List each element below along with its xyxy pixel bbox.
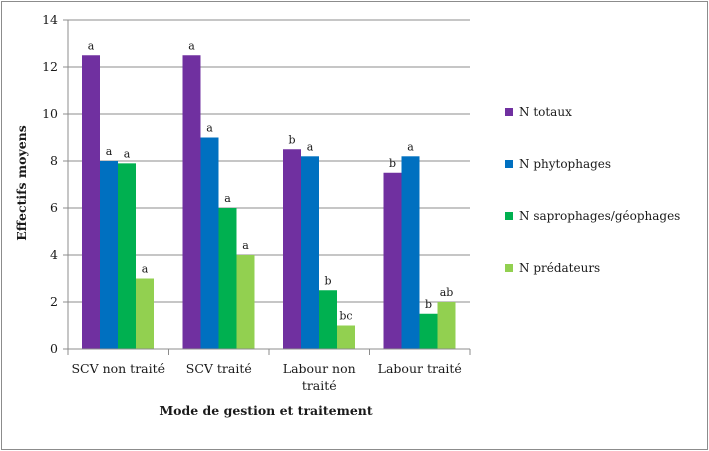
bar (337, 325, 355, 349)
bar-significance-label: a (224, 192, 231, 205)
category-labels: SCV non traité SCV traité Labour non traité… (71, 361, 461, 393)
bar-significance-label: a (124, 147, 131, 160)
bar-significance-label: bc (339, 310, 352, 323)
legend-label: N totaux (519, 105, 572, 119)
y-tick-label: 6 (50, 200, 58, 215)
bar-significance-label: a (188, 39, 195, 52)
legend: N totaux N phytophages N saprophages/géoph… (505, 105, 680, 275)
bar-significance-label: a (307, 140, 314, 153)
bar-significance-label: b (288, 133, 295, 146)
bar-significance-label: b (425, 298, 432, 311)
bar (437, 302, 456, 349)
y-tick-label: 4 (50, 247, 58, 262)
y-tick-label: 10 (42, 106, 58, 121)
bar-significance-label: b (324, 274, 331, 287)
legend-swatch (505, 264, 513, 272)
x-category-label: Labour traité (378, 361, 462, 376)
bar-significance-label: a (242, 239, 249, 252)
bar (136, 278, 154, 349)
bar (182, 55, 201, 349)
bar (283, 149, 301, 349)
y-tick-label: 14 (42, 12, 58, 27)
axes (63, 19, 471, 355)
y-axis-title: Effectifs moyens (14, 125, 29, 241)
x-category-label: SCV non traité (71, 361, 165, 376)
y-tick-labels: 0 2 4 6 8 10 12 14 (42, 12, 58, 356)
bar (419, 313, 438, 349)
legend-swatch (505, 212, 513, 220)
bars (82, 55, 456, 349)
y-tick-label: 8 (50, 153, 58, 168)
bar (82, 55, 100, 349)
legend-swatch (505, 160, 513, 168)
y-tick-label: 12 (42, 59, 58, 74)
x-category-label: SCV traité (186, 361, 252, 376)
bar-significance-label: a (206, 122, 213, 135)
bar (236, 255, 255, 349)
bar (118, 163, 136, 349)
legend-label: N phytophages (519, 157, 611, 171)
x-category-label: Labour non (283, 361, 356, 376)
y-tick-label: 0 (50, 341, 58, 356)
bar (100, 161, 118, 349)
legend-label: N prédateurs (519, 261, 600, 275)
bar-significance-label: b (389, 157, 396, 170)
bar-significance-label: a (88, 39, 95, 52)
bar-significance-label: a (106, 145, 113, 158)
x-category-label: traité (302, 378, 337, 393)
bar-significance-label: a (142, 263, 149, 276)
bar-significance-label: a (407, 140, 414, 153)
bar (383, 172, 402, 349)
x-axis-title: Mode de gestion et traitement (159, 403, 373, 418)
y-tick-label: 2 (50, 294, 58, 309)
bar (401, 156, 420, 349)
bar (301, 156, 319, 349)
bar-significance-label: ab (440, 286, 454, 299)
bar (200, 137, 219, 349)
bar (218, 208, 237, 349)
legend-label: N saprophages/géophages (519, 209, 680, 223)
bar (319, 290, 337, 349)
legend-swatch (505, 108, 513, 116)
